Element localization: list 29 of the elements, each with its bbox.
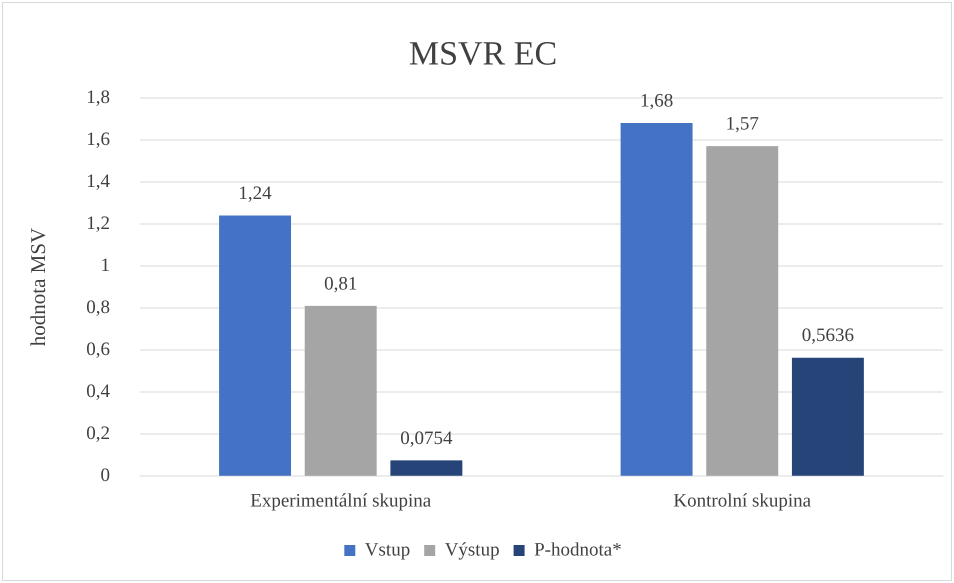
legend-label: Výstup [444,539,500,560]
y-tick-label: 0,2 [86,423,110,444]
bar [304,306,377,476]
legend-label: Vstup [364,539,410,560]
y-tick-label: 1,8 [86,86,110,108]
y-tick-label: 0,4 [86,381,110,402]
data-label: 0,0754 [400,428,453,449]
y-tick-label: 1,2 [86,212,110,234]
chart-title: MSVR EC [408,35,558,72]
y-axis-title: hodnota MSV [26,228,50,346]
data-label: 1,24 [238,183,272,204]
x-tick-label: Experimentální skupina [250,490,432,512]
bar [792,358,864,476]
bar [390,460,462,476]
data-label: 1,57 [726,114,759,135]
x-tick-label: Kontrolní skupina [673,490,812,512]
bar [219,216,292,476]
y-tick-label: 0,6 [86,339,110,360]
y-tick-label: 1,6 [86,128,110,150]
data-label: 0,5636 [802,325,854,346]
y-tick-label: 1,4 [86,170,110,192]
bar [706,146,778,476]
legend-label: P-hodnota* [534,539,622,560]
y-tick-label: 1 [100,254,110,276]
bar [620,123,693,476]
y-tick-label: 0,8 [86,297,110,318]
data-label: 1,68 [640,90,674,112]
y-tick-label: 0 [100,465,110,486]
data-label: 0,81 [324,273,358,294]
